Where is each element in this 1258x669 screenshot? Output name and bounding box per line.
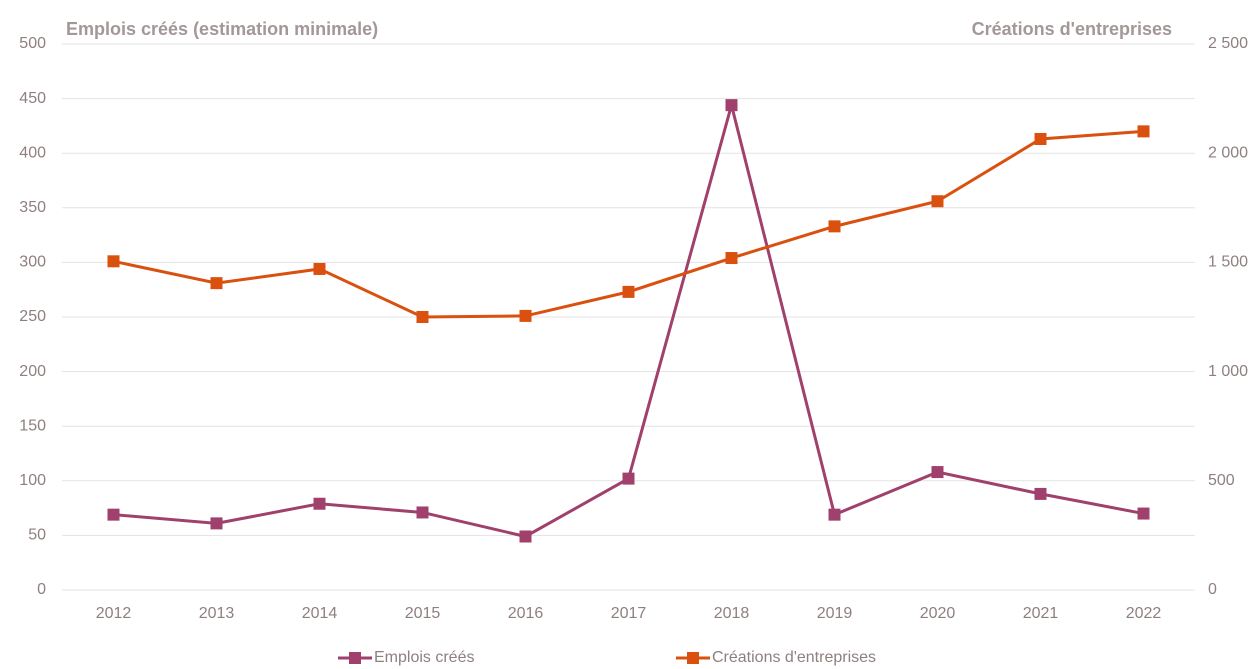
x-tick-label: 2022: [1126, 605, 1162, 622]
point-marker: [1034, 487, 1047, 500]
point-marker: [828, 508, 841, 521]
x-tick-label: 2015: [405, 605, 441, 622]
y-tick-label: 100: [19, 472, 46, 489]
x-tick-label: 2012: [96, 605, 132, 622]
point-marker: [210, 277, 223, 290]
y-tick-label: 350: [19, 199, 46, 216]
y-tick-label: 150: [19, 417, 46, 434]
x-tick-label: 2014: [302, 605, 338, 622]
point-marker: [313, 262, 326, 275]
point-marker: [416, 506, 429, 519]
x-tick-label: 2016: [508, 605, 544, 622]
point-marker: [1034, 133, 1047, 146]
point-marker: [107, 255, 120, 268]
point-marker: [416, 311, 429, 323]
point-marker: [725, 252, 738, 265]
y2-tick-label: 2 500: [1208, 35, 1248, 52]
point-marker: [622, 285, 635, 298]
point-marker: [931, 195, 944, 208]
point-marker: [1137, 507, 1150, 520]
y2-tick-label: 0: [1208, 581, 1217, 598]
point-marker: [107, 508, 120, 521]
point-marker: [725, 99, 738, 112]
y-tick-label: 0: [37, 581, 46, 598]
x-tick-label: 2021: [1023, 605, 1059, 622]
legend-marker: [687, 652, 699, 664]
point-marker: [210, 517, 223, 530]
legend-marker: [349, 652, 361, 664]
point-marker: [519, 530, 532, 543]
y-tick-label: 300: [19, 254, 46, 271]
y-tick-label: 400: [19, 144, 46, 161]
y-tick-label: 500: [19, 35, 46, 52]
point-marker: [519, 309, 532, 322]
legend-label: Emplois créés: [374, 649, 474, 666]
point-marker: [622, 472, 635, 485]
point-marker: [313, 497, 326, 510]
y-axis-title: Emplois créés (estimation minimale): [66, 19, 378, 39]
y2-tick-label: 1 500: [1208, 254, 1248, 271]
y2-axis-title: Créations d'entreprises: [972, 19, 1172, 39]
x-tick-label: 2020: [920, 605, 956, 622]
point-marker: [828, 220, 841, 233]
x-tick-label: 2013: [199, 605, 235, 622]
y2-tick-label: 500: [1208, 472, 1235, 489]
y-tick-label: 450: [19, 90, 46, 107]
point-marker: [1137, 125, 1150, 138]
y-tick-label: 200: [19, 363, 46, 380]
x-tick-label: 2017: [611, 605, 647, 622]
y2-tick-label: 2 000: [1208, 144, 1248, 161]
y-tick-label: 50: [28, 527, 46, 544]
y2-tick-label: 1 000: [1208, 363, 1248, 380]
x-tick-label: 2019: [817, 605, 853, 622]
legend-label: Créations d'entreprises: [712, 649, 876, 666]
x-tick-label: 2018: [714, 605, 750, 622]
y-tick-label: 250: [19, 308, 46, 325]
point-marker: [931, 466, 944, 479]
